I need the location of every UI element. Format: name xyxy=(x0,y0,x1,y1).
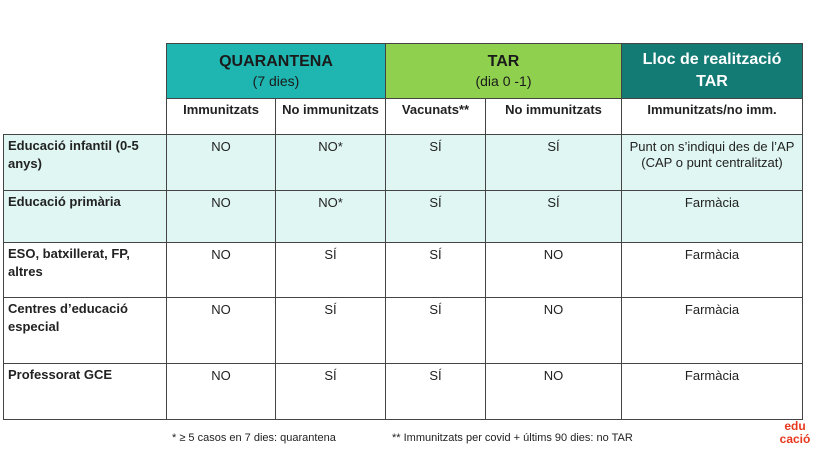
footnote-tar: ** Immunitzats per covid + últims 90 die… xyxy=(392,432,633,444)
row-label: Educació primària xyxy=(3,190,167,243)
cell-place: Farmàcia xyxy=(621,297,803,364)
cell-tar-vaccinated: SÍ xyxy=(385,297,486,364)
corner-empty xyxy=(3,43,167,99)
subheader-row: Immunitzats No immunitzats Vacunats** No… xyxy=(3,98,803,135)
cell-tar-not-immunized: SÍ xyxy=(485,190,622,243)
educacio-logo: edu cació xyxy=(772,420,816,460)
cell-tar-vaccinated: SÍ xyxy=(385,363,486,420)
table-row: Educació primària NO NO* SÍ SÍ Farmàcia xyxy=(3,190,803,243)
cell-tar-not-immunized: NO xyxy=(485,363,622,420)
cell-tar-vaccinated: SÍ xyxy=(385,242,486,298)
cell-place: Farmàcia xyxy=(621,190,803,243)
place-title-line2: TAR xyxy=(696,73,728,90)
tar-header: TAR (dia 0 -1) xyxy=(385,43,622,99)
cell-place: Farmàcia xyxy=(621,242,803,298)
table-row: Centres d’educació especial NO SÍ SÍ NO … xyxy=(3,297,803,364)
cell-quarantine-not-immunized: SÍ xyxy=(275,363,386,420)
subheader-immunized: Immunitzats xyxy=(166,98,276,135)
table-row: Professorat GCE NO SÍ SÍ NO Farmàcia xyxy=(3,363,803,420)
cell-quarantine-immunized: NO xyxy=(166,297,276,364)
subheader-not-immunized: No immunitzats xyxy=(275,98,386,135)
corner-empty-2 xyxy=(3,98,167,135)
table-row: ESO, batxillerat, FP, altres NO SÍ SÍ NO… xyxy=(3,242,803,298)
row-label: Centres d’educació especial xyxy=(3,297,167,364)
row-label: ESO, batxillerat, FP, altres xyxy=(3,242,167,298)
cell-place: Punt on s’indiqui des de l’AP (CAP o pun… xyxy=(621,134,803,191)
row-label: Educació infantil (0-5 anys) xyxy=(3,134,167,191)
cell-quarantine-immunized: NO xyxy=(166,363,276,420)
cell-quarantine-immunized: NO xyxy=(166,242,276,298)
cell-quarantine-not-immunized: NO* xyxy=(275,134,386,191)
quarantine-title: QUARANTENA xyxy=(219,53,333,70)
cell-quarantine-not-immunized: SÍ xyxy=(275,242,386,298)
quarantine-subtitle: (7 dies) xyxy=(252,73,300,89)
logo-line1: edu xyxy=(784,419,806,433)
cell-place: Farmàcia xyxy=(621,363,803,420)
table-row: Educació infantil (0-5 anys) NO NO* SÍ S… xyxy=(3,134,803,191)
cell-quarantine-immunized: NO xyxy=(166,134,276,191)
subheader-vaccinated: Vacunats** xyxy=(385,98,486,135)
subheader-tar-not-immunized: No immunitzats xyxy=(485,98,622,135)
place-header: Lloc de realització TAR xyxy=(621,43,803,99)
cell-quarantine-immunized: NO xyxy=(166,190,276,243)
quarantine-header: QUARANTENA (7 dies) xyxy=(166,43,386,99)
cell-tar-not-immunized: NO xyxy=(485,242,622,298)
cell-tar-vaccinated: SÍ xyxy=(385,190,486,243)
cell-quarantine-not-immunized: NO* xyxy=(275,190,386,243)
footnote-quarantine: * ≥ 5 casos en 7 dies: quarantena xyxy=(172,432,336,444)
place-title-line1: Lloc de realització xyxy=(642,51,782,68)
cell-quarantine-not-immunized: SÍ xyxy=(275,297,386,364)
cell-tar-not-immunized: SÍ xyxy=(485,134,622,191)
cell-tar-vaccinated: SÍ xyxy=(385,134,486,191)
cell-tar-not-immunized: NO xyxy=(485,297,622,364)
logo-line2: cació xyxy=(779,432,811,446)
schedule-table-wrapper: QUARANTENA (7 dies) TAR (dia 0 -1) Lloc … xyxy=(3,43,803,420)
tar-title: TAR xyxy=(487,53,520,70)
tar-subtitle: (dia 0 -1) xyxy=(475,73,532,89)
rules-table: QUARANTENA (7 dies) TAR (dia 0 -1) Lloc … xyxy=(3,43,803,420)
subheader-place: Immunitzats/no imm. xyxy=(621,98,803,135)
row-label: Professorat GCE xyxy=(3,363,167,420)
group-header-row: QUARANTENA (7 dies) TAR (dia 0 -1) Lloc … xyxy=(3,43,803,99)
